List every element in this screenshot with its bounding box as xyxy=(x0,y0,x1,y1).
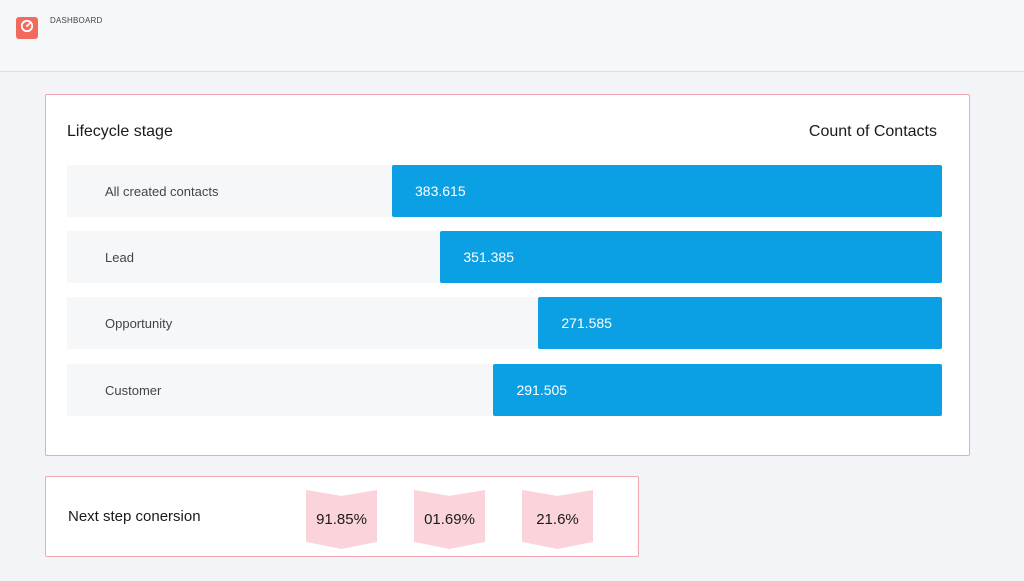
row-label: Lead xyxy=(105,249,134,265)
count-of-contacts-header: Count of Contacts xyxy=(808,123,937,140)
bar-value: 291.505 xyxy=(516,382,568,398)
row-label: Opportunity xyxy=(105,315,173,331)
bar-lead[interactable]: 351.385 xyxy=(440,231,942,283)
chart-row: Opportunity 271.585 xyxy=(67,297,942,349)
conversion-card: Next step conersion 91.85% 01.69% 21.6% xyxy=(45,476,639,557)
conversion-title: Next step conersion xyxy=(68,508,201,525)
gauge-icon xyxy=(20,19,34,38)
bar-customer[interactable]: 291.505 xyxy=(493,364,942,416)
bar-value: 383.615 xyxy=(415,183,466,199)
chart-row: Customer 291.505 xyxy=(67,364,942,416)
lifecycle-card: Lifecycle stage Count of Contacts All cr… xyxy=(45,94,970,456)
conversion-step: 01.69% xyxy=(414,490,485,549)
bar-opportunity[interactable]: 271.585 xyxy=(538,297,942,349)
app-title: DASHBOARD xyxy=(50,16,103,25)
dashboard-logo[interactable] xyxy=(16,17,38,39)
row-label: All created contacts xyxy=(105,183,219,199)
conversion-step: 91.85% xyxy=(306,490,377,549)
bar-value: 351.385 xyxy=(463,249,514,265)
bar-all-created-contacts[interactable]: 383.615 xyxy=(392,165,942,217)
lifecycle-stage-header: Lifecycle stage xyxy=(67,123,173,140)
top-header: DASHBOARD xyxy=(0,0,1024,72)
row-label: Customer xyxy=(105,382,162,398)
bar-value: 271.585 xyxy=(561,315,612,331)
conversion-step: 21.6% xyxy=(522,490,593,549)
chart-row: Lead 351.385 xyxy=(67,231,942,283)
chart-row: All created contacts 383.615 xyxy=(67,165,942,217)
